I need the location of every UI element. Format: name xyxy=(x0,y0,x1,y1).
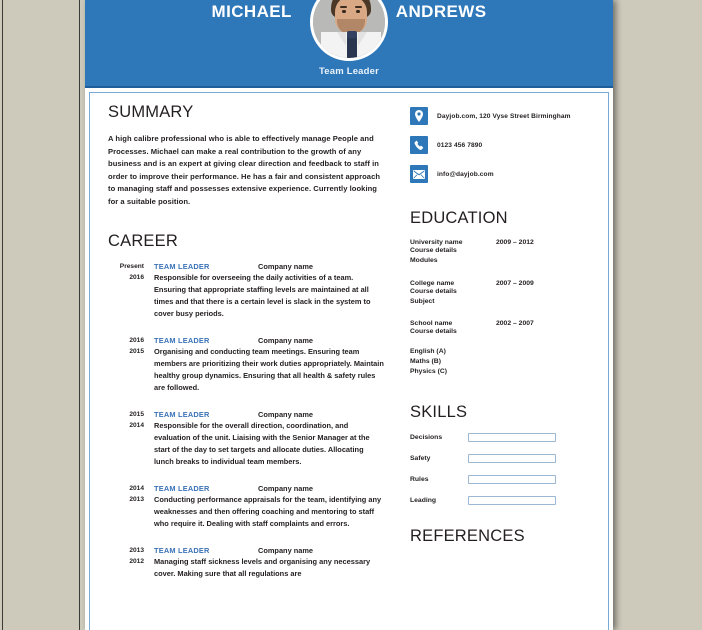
career-date-from: 2013 xyxy=(129,546,144,554)
cv-header-banner: MICHAEL ANDREWS T xyxy=(85,0,613,88)
education-years: 2002 – 2007 xyxy=(496,320,534,328)
education-years: 2007 – 2009 xyxy=(496,279,534,287)
career-entry-dates: 2016 2015 xyxy=(108,336,154,394)
skill-label: Decisions xyxy=(410,433,443,441)
career-company: Company name xyxy=(258,483,314,493)
career-role: TEAM LEADER xyxy=(154,262,210,272)
career-date-from: 2014 xyxy=(129,484,144,492)
right-column: Dayjob.com, 120 Vyse Street Birmingham 0… xyxy=(402,103,602,630)
education-section: EDUCATION University name 2009 – 2012 Co… xyxy=(410,209,592,377)
career-heading: CAREER xyxy=(108,232,178,251)
backdrop-guide-line-right xyxy=(79,0,80,630)
career-date-to: 2016 xyxy=(129,273,144,281)
skill-bar-track xyxy=(468,474,556,484)
career-company: Company name xyxy=(258,409,314,419)
grade-item: English (A) xyxy=(410,348,446,356)
career-section: CAREER Present 2016 TEAM LEADER Company … xyxy=(108,232,384,580)
skills-heading: SKILLS xyxy=(410,402,468,421)
cv-body: SUMMARY A high calibre professional who … xyxy=(89,92,609,630)
career-company: Company name xyxy=(258,262,314,272)
career-role: TEAM LEADER xyxy=(154,336,210,346)
education-entry: University name 2009 – 2012 Course detai… xyxy=(410,239,592,266)
references-section: REFERENCES xyxy=(410,527,592,546)
career-description: Conducting performance appraisals for th… xyxy=(154,494,382,528)
skill-row: Decisions xyxy=(410,432,592,442)
education-institution: School name xyxy=(410,320,453,328)
education-modules: Modules xyxy=(410,256,438,264)
envelope-icon xyxy=(410,165,428,183)
career-entry-dates: 2014 2013 xyxy=(108,484,154,530)
skill-label: Rules xyxy=(410,475,429,483)
education-years: 2009 – 2012 xyxy=(496,239,534,246)
left-column: SUMMARY A high calibre professional who … xyxy=(90,103,402,630)
career-date-from: 2016 xyxy=(129,337,144,345)
contact-email-text: info@dayjob.com xyxy=(437,170,494,178)
contact-phone-text: 0123 456 7890 xyxy=(437,141,483,149)
career-entry: 2016 2015 TEAM LEADER Company name Organ… xyxy=(108,336,384,394)
skill-row: Leading xyxy=(410,495,592,505)
contact-details: Dayjob.com, 120 Vyse Street Birmingham 0… xyxy=(410,107,592,183)
skill-label: Safety xyxy=(410,454,431,462)
career-date-to: 2014 xyxy=(129,421,144,429)
career-description: Responsible for the overall direction, c… xyxy=(154,420,370,466)
phone-icon xyxy=(410,136,428,154)
education-institution: College name xyxy=(410,279,455,287)
career-entry-dates: 2015 2014 xyxy=(108,410,154,468)
skill-row: Rules xyxy=(410,474,592,484)
backdrop-guide-line-left xyxy=(2,0,3,630)
career-entry: 2015 2014 TEAM LEADER Company name Respo… xyxy=(108,410,384,468)
skills-section: SKILLS Decisions Safety Rules xyxy=(410,403,592,505)
career-role: TEAM LEADER xyxy=(154,409,210,419)
contact-address-text: Dayjob.com, 120 Vyse Street Birmingham xyxy=(437,112,571,120)
skill-bar-track xyxy=(468,453,556,463)
career-entry-dates: Present 2016 xyxy=(108,262,154,320)
career-description: Responsible for overseeing the daily act… xyxy=(154,273,371,319)
grade-item: Maths (B) xyxy=(410,358,441,366)
references-heading: REFERENCES xyxy=(410,526,525,545)
skill-bar-track xyxy=(468,495,556,505)
first-name: MICHAEL xyxy=(211,2,292,21)
avatar: Team Leader xyxy=(310,0,388,77)
education-course: Course details xyxy=(410,328,457,336)
cv-document-page: MICHAEL ANDREWS T xyxy=(85,0,613,630)
education-entry: College name 2007 – 2009 Course details … xyxy=(410,280,592,307)
career-role: TEAM LEADER xyxy=(154,483,210,493)
grade-item: Physics (C) xyxy=(410,367,448,375)
career-entry-dates: 2013 2012 xyxy=(108,546,154,580)
summary-heading: SUMMARY xyxy=(108,103,194,121)
skill-label: Leading xyxy=(410,496,437,504)
education-heading: EDUCATION xyxy=(410,209,508,227)
career-company: Company name xyxy=(258,336,314,346)
education-subject: Subject xyxy=(410,297,435,305)
career-description: Organising and conducting team meetings.… xyxy=(154,347,384,392)
career-date-from: 2015 xyxy=(129,410,144,418)
career-entry: 2013 2012 TEAM LEADER Company name Manag… xyxy=(108,546,384,580)
contact-row-email: info@dayjob.com xyxy=(410,165,592,183)
career-date-to: 2012 xyxy=(129,557,144,565)
education-grades: English (A) Maths (B) Physics (C) xyxy=(410,347,592,377)
location-pin-icon xyxy=(410,107,428,125)
career-date-from: Present xyxy=(119,263,144,271)
career-description: Managing staff sickness levels and organ… xyxy=(154,556,371,578)
skill-bar-track xyxy=(468,432,556,442)
career-company: Company name xyxy=(258,545,314,555)
career-date-to: 2015 xyxy=(129,347,144,355)
education-course: Course details xyxy=(410,247,457,254)
career-entry: 2014 2013 TEAM LEADER Company name Condu… xyxy=(108,484,384,530)
last-name: ANDREWS xyxy=(395,2,487,21)
contact-row-phone: 0123 456 7890 xyxy=(410,136,592,154)
career-entry: Present 2016 TEAM LEADER Company name Re… xyxy=(108,262,384,320)
summary-text: A high calibre professional who is able … xyxy=(108,134,381,206)
job-title: Team Leader xyxy=(318,66,380,77)
user-photo-icon xyxy=(310,0,388,61)
education-entry: School name 2002 – 2007 Course details E… xyxy=(410,320,592,376)
education-institution: University name xyxy=(410,239,463,246)
career-date-to: 2013 xyxy=(129,495,144,503)
education-course: Course details xyxy=(410,287,457,295)
contact-row-address: Dayjob.com, 120 Vyse Street Birmingham xyxy=(410,107,592,125)
skill-row: Safety xyxy=(410,453,592,463)
career-role: TEAM LEADER xyxy=(154,545,210,555)
